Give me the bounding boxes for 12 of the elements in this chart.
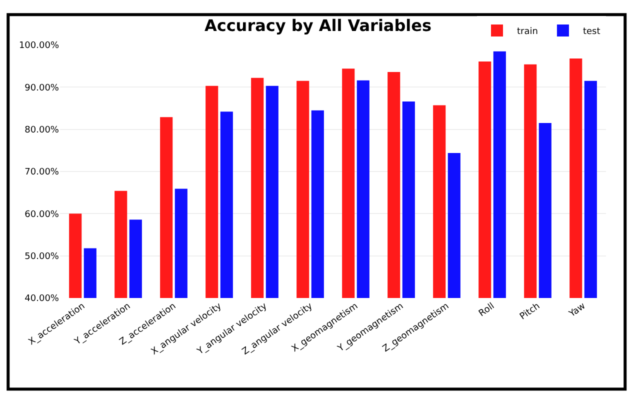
- y-tick-label: 80.00%: [24, 125, 60, 136]
- y-tick-label: 40.00%: [24, 294, 60, 304]
- y-tick-label: 100.00%: [18, 41, 60, 52]
- y-tick-label: 70.00%: [24, 168, 60, 178]
- chart-title: Accuracy by All Variables: [204, 16, 432, 36]
- y-tick-label: 50.00%: [24, 252, 60, 262]
- x-tick-label: Roll: [477, 301, 497, 320]
- y-tick-label: 60.00%: [24, 210, 60, 220]
- legend-label: test: [582, 27, 601, 38]
- x-tick-label: Yaw: [566, 301, 588, 320]
- legend-label: train: [517, 27, 538, 38]
- y-tick-label: 90.00%: [24, 83, 60, 94]
